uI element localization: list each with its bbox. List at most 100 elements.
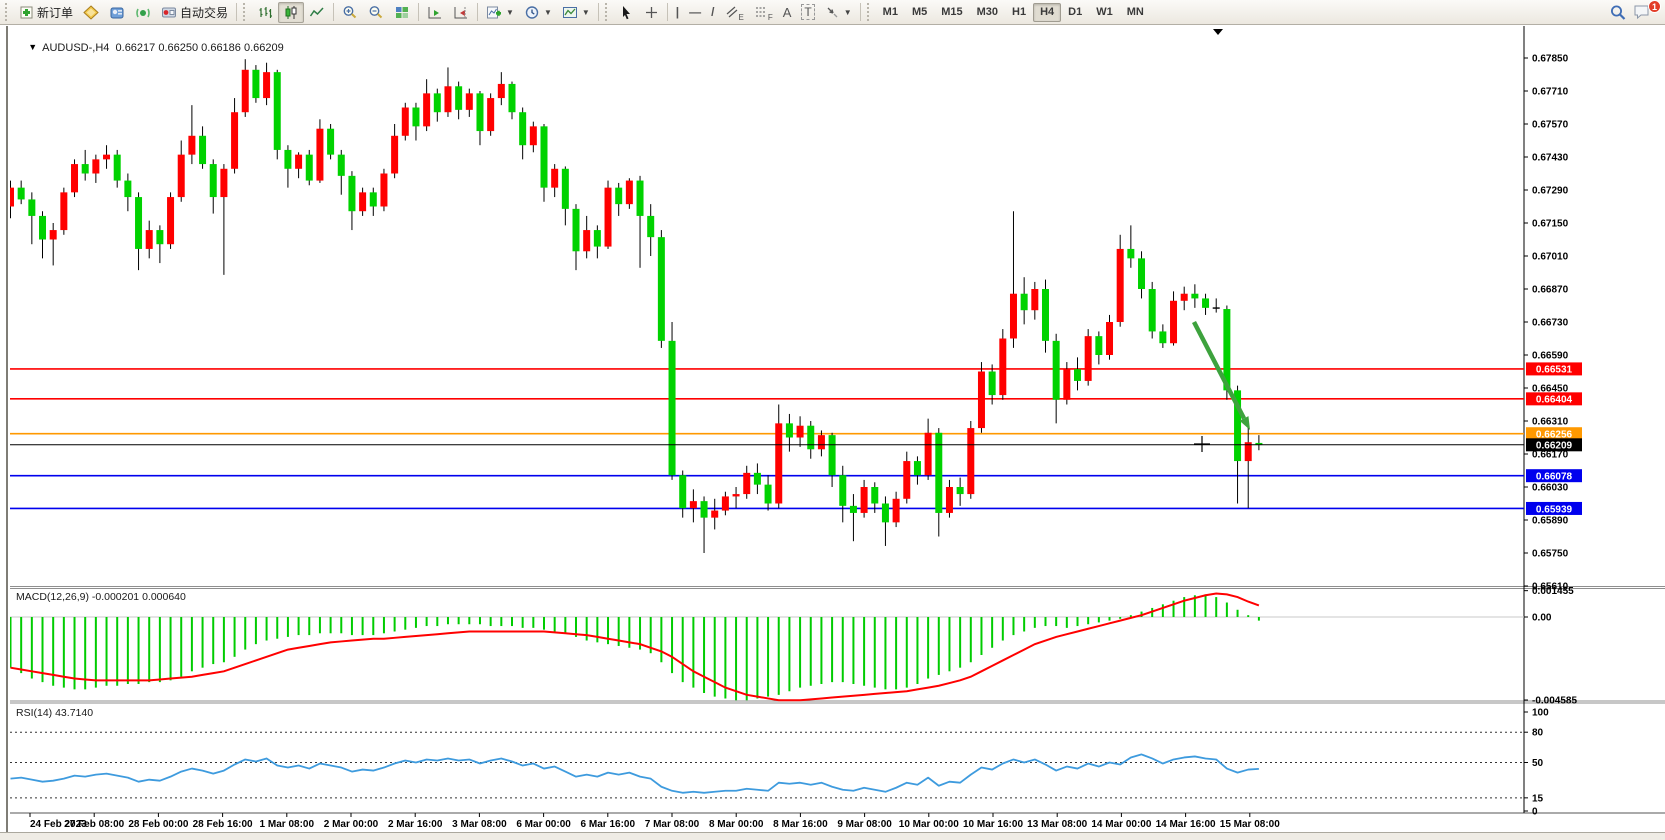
- rsi-axis-label: 100: [1532, 708, 1549, 719]
- annotation-arrow-head: [1239, 416, 1250, 430]
- candle-body: [369, 192, 377, 207]
- candle-body: [1063, 369, 1071, 400]
- candle-body: [1041, 289, 1049, 341]
- timeframe-button-m30[interactable]: M30: [976, 6, 999, 18]
- candle-body: [636, 180, 644, 216]
- time-axis-label: 14 Mar 16:00: [1156, 819, 1216, 830]
- time-axis-label: 10 Mar 00:00: [899, 819, 959, 830]
- navigator-icon: [110, 7, 124, 18]
- candle-body: [10, 187, 14, 207]
- text-tool-button[interactable]: A: [778, 2, 797, 23]
- candle-body: [1170, 300, 1178, 344]
- candle-body: [252, 69, 260, 99]
- timeframe-button-m15[interactable]: M15: [941, 6, 963, 18]
- toolbar-separator: [597, 3, 599, 21]
- indicators-dropdown-caret: ▼: [506, 7, 514, 17]
- price-tick-label: 0.65610: [1532, 582, 1569, 593]
- candle-body: [316, 128, 324, 181]
- cursor-tool-button[interactable]: [614, 2, 639, 23]
- toolbar-separator: [859, 3, 861, 21]
- text-tool-icon: A: [782, 4, 792, 20]
- zoom-in-button[interactable]: [337, 2, 363, 23]
- time-axis-label: 2 Mar 00:00: [324, 819, 379, 830]
- tile-windows-button[interactable]: [389, 2, 415, 23]
- price-level-badge-text: 0.66531: [1536, 365, 1573, 376]
- zoom-out-button[interactable]: [363, 2, 389, 23]
- fibonacci-suffix: F: [767, 12, 773, 22]
- templates-button[interactable]: ▼: [557, 2, 595, 23]
- candlestick-mode-button[interactable]: [278, 1, 305, 23]
- chart-background: [10, 26, 1665, 832]
- auto-scroll-button[interactable]: [422, 2, 448, 23]
- chart-shift-button[interactable]: [448, 2, 474, 23]
- horizontal-line-tool-button[interactable]: —: [684, 2, 706, 23]
- candle-body: [188, 135, 196, 155]
- chart-end-marker: [1213, 29, 1223, 35]
- candle-body: [732, 494, 740, 497]
- bar-chart-mode-button[interactable]: [252, 2, 278, 23]
- toolbar-drag-handle[interactable]: [604, 3, 611, 21]
- candle-body: [775, 423, 783, 504]
- candle-body: [1009, 293, 1017, 339]
- candle-body: [1116, 248, 1124, 322]
- timeframe-button-mn[interactable]: MN: [1126, 6, 1144, 18]
- periods-button[interactable]: ▼: [519, 2, 557, 23]
- candle-body: [1074, 369, 1081, 381]
- candle-body: [956, 487, 964, 495]
- navigator-button[interactable]: [104, 2, 130, 23]
- price-level-badge: [1526, 501, 1582, 515]
- clock-icon: [525, 5, 539, 19]
- candle-body: [743, 472, 751, 495]
- price-tick-label: 0.65890: [1532, 516, 1569, 527]
- candle-body: [295, 154, 303, 169]
- zoom-in-icon: [343, 5, 357, 18]
- indicators-button[interactable]: ▼: [481, 2, 519, 23]
- rsi-indicator-label: RSI(14) 43.7140: [16, 707, 94, 719]
- price-tick-label: 0.66870: [1532, 285, 1569, 296]
- candle-body: [209, 164, 217, 198]
- text-label-tool-button[interactable]: T: [796, 2, 819, 23]
- candle-body: [487, 98, 495, 132]
- fibonacci-tool-button[interactable]: F: [749, 2, 778, 23]
- market-watch-button[interactable]: [78, 2, 104, 23]
- price-chart-canvas[interactable]: 0.67850 0.67710 0.67570 0.67430 0.67290 0.671…: [10, 26, 1665, 832]
- crosshair-tool-button[interactable]: [639, 2, 664, 23]
- toolbar-drag-handle[interactable]: [866, 3, 873, 21]
- auto-trading-icon: [162, 7, 177, 17]
- toolbar-drag-handle[interactable]: [243, 3, 249, 21]
- arrows-tool-button[interactable]: ▼: [820, 2, 857, 23]
- time-axis-label: 3 Mar 08:00: [452, 819, 507, 830]
- timeframe-button-w1[interactable]: W1: [1096, 6, 1113, 18]
- timeframe-button-h1[interactable]: H1: [1012, 6, 1027, 18]
- candle-body: [860, 487, 868, 513]
- vertical-line-tool-button[interactable]: |: [671, 2, 684, 23]
- candle-body: [1148, 289, 1156, 332]
- candle-body: [1095, 336, 1103, 355]
- new-order-button[interactable]: 新订单: [14, 2, 78, 23]
- signals-button[interactable]: [130, 2, 156, 23]
- timeframe-button-h4[interactable]: H4: [1033, 2, 1062, 22]
- channel-tool-button[interactable]: E: [720, 2, 749, 23]
- trendline-tool-button[interactable]: /: [706, 2, 719, 23]
- line-chart-mode-button[interactable]: [304, 2, 330, 23]
- timeframe-button-d1[interactable]: D1: [1068, 6, 1083, 18]
- search-icon[interactable]: [1609, 4, 1627, 21]
- candle-body: [593, 230, 601, 247]
- timeframe-button-m1[interactable]: M1: [882, 6, 898, 18]
- candle-body: [999, 338, 1007, 396]
- auto-trading-button[interactable]: 自动交易: [156, 2, 233, 23]
- candle-body: [913, 461, 921, 476]
- candle-body: [508, 83, 516, 113]
- chat-button[interactable]: 1: [1633, 0, 1661, 21]
- price-tick-label: 0.66590: [1532, 351, 1569, 362]
- candle-body: [689, 501, 697, 509]
- candle-body: [327, 128, 335, 155]
- candle-body: [807, 425, 815, 450]
- toolbar-drag-handle[interactable]: [5, 3, 11, 21]
- candle-body: [892, 498, 900, 523]
- candle-body: [1191, 293, 1199, 299]
- chart-title[interactable]: ▼ AUDUSD-,H4 0.66217 0.66250 0.66186 0.66…: [16, 30, 284, 66]
- timeframe-button-m5[interactable]: M5: [911, 6, 928, 18]
- candles-layer: [10, 59, 1263, 553]
- symbol-dropdown-icon[interactable]: ▼: [28, 42, 38, 52]
